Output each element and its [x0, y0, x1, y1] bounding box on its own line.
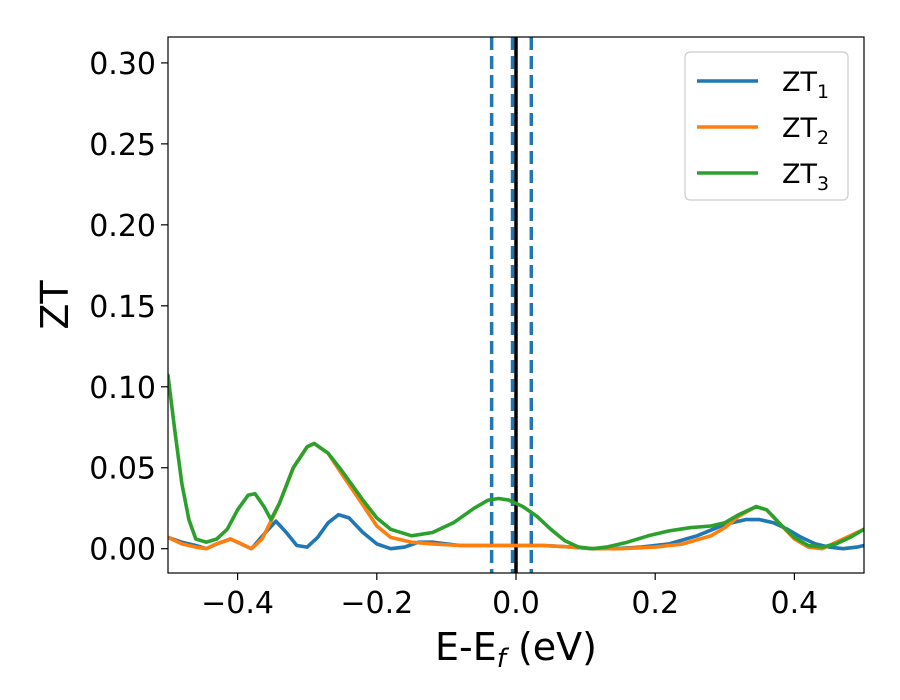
y-axis-label: ZT	[33, 280, 77, 330]
legend-label-subscript: 3	[817, 173, 829, 195]
x-axis-label-main: E-E	[435, 625, 497, 669]
legend-label-main: ZT	[782, 159, 817, 190]
legend-label-zt3: ZT3	[782, 159, 829, 195]
x-tick-label: −0.4	[201, 586, 274, 621]
y-axis: 0.00 0.05 0.10 0.15 0.20 0.25 0.30	[89, 47, 168, 568]
legend-label-zt2: ZT2	[782, 113, 829, 149]
x-tick-label: 0.2	[631, 586, 679, 621]
y-tick-label: 0.05	[89, 452, 156, 487]
x-axis-label-unit: (eV)	[506, 625, 597, 669]
y-tick-label: 0.10	[89, 371, 156, 406]
series-lines	[168, 373, 864, 551]
x-axis-label: E-Ef (eV)	[435, 625, 597, 674]
legend-label-zt1: ZT1	[782, 67, 829, 103]
x-tick-label: 0.4	[771, 586, 819, 621]
legend-label-subscript: 1	[817, 81, 829, 103]
legend-label-main: ZT	[782, 67, 817, 98]
legend-box	[684, 51, 849, 201]
series-line-zt3	[168, 373, 864, 551]
y-tick-label: 0.00	[89, 533, 156, 568]
x-tick-label: −0.2	[340, 586, 413, 621]
legend-label-main: ZT	[782, 113, 817, 144]
y-tick-label: 0.30	[89, 47, 156, 82]
y-tick-label: 0.20	[89, 209, 156, 244]
x-tick-label: 0.0	[492, 586, 540, 621]
y-tick-label: 0.25	[89, 128, 156, 163]
x-axis: −0.4 −0.2 0.0 0.2 0.4	[201, 573, 818, 621]
legend-label-subscript: 2	[817, 127, 829, 149]
y-tick-label: 0.15	[89, 290, 156, 325]
vertical-lines	[489, 37, 534, 573]
